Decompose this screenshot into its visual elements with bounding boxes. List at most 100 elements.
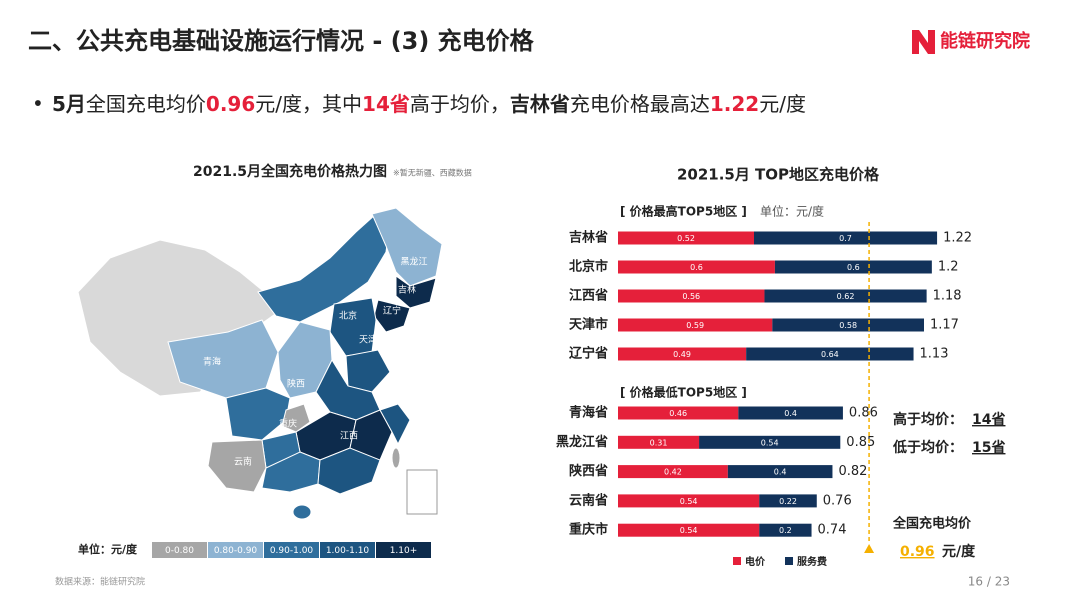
bar-segment bbox=[618, 465, 728, 479]
bar-segment bbox=[618, 318, 773, 332]
category-label: 黑龙江省 bbox=[556, 434, 608, 450]
summary-segment: 全国充电均价 bbox=[86, 92, 206, 116]
bar-segment bbox=[618, 347, 747, 361]
segment-label: 0.4 bbox=[774, 468, 787, 477]
map-legend: 0-0.80 0.80-0.90 0.90-1.00 1.00-1.10 1.10+ bbox=[152, 542, 431, 558]
segment-label: 0.42 bbox=[664, 468, 682, 477]
bar-segment bbox=[618, 231, 754, 245]
legend-swatch bbox=[320, 542, 375, 558]
segment-label: 0.59 bbox=[686, 321, 704, 330]
bar-segment bbox=[759, 494, 817, 508]
segment-label: 0.52 bbox=[677, 234, 695, 243]
summary-segment: 充电价格最高达 bbox=[570, 92, 710, 116]
summary-segment: 0.96 bbox=[206, 92, 255, 116]
total-label: 0.86 bbox=[849, 406, 878, 421]
map-legend-unit: 单位：元/度 bbox=[78, 542, 138, 556]
bar-chart: 吉林省 0.52 0.7 1.22 北京市 0.6 0.6 1.2 江西省 0.56 0.62 1.1… bbox=[556, 222, 972, 568]
summary-segment: 1.22 bbox=[710, 92, 759, 116]
summary-segment: 元/度 bbox=[759, 92, 806, 116]
segment-label: 0.49 bbox=[673, 350, 691, 359]
province-label: 云南 bbox=[234, 456, 252, 468]
summary-segment: 14省 bbox=[362, 92, 410, 116]
average-unit: 元/度 bbox=[942, 543, 976, 560]
province-label: 辽宁 bbox=[383, 305, 401, 317]
bar-segment bbox=[618, 435, 700, 449]
category-label: 吉林省 bbox=[569, 230, 608, 246]
segment-label: 0.54 bbox=[680, 526, 698, 535]
segment-label: 0.54 bbox=[680, 497, 698, 506]
summary-segment: 高于均价， bbox=[410, 92, 510, 116]
segment-label: 0.54 bbox=[761, 438, 779, 447]
bar-segment bbox=[618, 260, 775, 274]
total-label: 1.2 bbox=[938, 260, 959, 275]
average-value: 0.96 bbox=[900, 544, 935, 560]
chart-title: 2021.5月 TOP地区充电价格 bbox=[677, 166, 880, 184]
logo-icon bbox=[912, 30, 935, 54]
legend-swatch bbox=[208, 542, 263, 558]
bar-segment bbox=[618, 406, 739, 420]
segment-label: 0.56 bbox=[682, 292, 700, 301]
average-label: 全国充电均价 bbox=[892, 516, 972, 532]
legend-label: 服务费 bbox=[797, 555, 827, 568]
bar-segment bbox=[774, 260, 932, 274]
map-title: 2021.5月全国充电价格热力图 bbox=[193, 163, 387, 180]
legend-swatch bbox=[264, 542, 319, 558]
segment-label: 0.64 bbox=[821, 350, 839, 359]
unit-label: 单位：元/度 bbox=[760, 204, 824, 219]
province-label: 重庆 bbox=[279, 418, 297, 430]
bar-segment bbox=[618, 494, 760, 508]
legend-label: 0-0.80 bbox=[165, 546, 194, 556]
category-label: 天津市 bbox=[569, 317, 608, 333]
category-label: 陕西省 bbox=[569, 463, 608, 479]
segment-label: 0.31 bbox=[650, 438, 668, 447]
category-label: 青海省 bbox=[569, 405, 608, 421]
total-label: 1.17 bbox=[930, 318, 959, 333]
map-note: ※暂无新疆、西藏数据 bbox=[393, 168, 472, 178]
legend-label: 电价 bbox=[745, 555, 766, 568]
category-label: 江西省 bbox=[569, 288, 608, 304]
bar-segment bbox=[738, 406, 843, 420]
legend-swatch bbox=[152, 542, 207, 558]
legend-label: 1.00-1.10 bbox=[326, 546, 370, 556]
page-number: 16 / 23 bbox=[968, 575, 1010, 589]
province-label: 江西 bbox=[340, 431, 358, 442]
total-label: 0.82 bbox=[838, 464, 867, 479]
legend-label: 0.90-1.00 bbox=[270, 546, 314, 556]
annotation-label: 低于均价： bbox=[892, 439, 963, 456]
segment-label: 0.62 bbox=[837, 292, 855, 301]
summary-line: 5月全国充电均价0.96元/度，其中14省高于均价，吉林省充电价格最高达1.22… bbox=[52, 92, 806, 116]
summary-segment: 吉林省 bbox=[510, 92, 570, 116]
legend-swatch bbox=[733, 557, 741, 565]
segment-label: 0.4 bbox=[784, 409, 797, 418]
segment-label: 0.46 bbox=[669, 409, 687, 418]
average-marker bbox=[864, 544, 875, 553]
bar-segment bbox=[699, 435, 841, 449]
legend-label: 1.10+ bbox=[390, 546, 418, 556]
bar-segment bbox=[727, 465, 833, 479]
group-label: [ 价格最高TOP5地区 ] bbox=[620, 204, 747, 219]
province-label: 陕西 bbox=[287, 378, 305, 390]
bar-segment bbox=[759, 523, 812, 537]
province-label: 吉林 bbox=[398, 284, 416, 296]
bullet: • bbox=[32, 92, 44, 116]
province-label: 黑龙江 bbox=[400, 256, 427, 268]
category-label: 云南省 bbox=[569, 492, 608, 508]
bar-segment bbox=[754, 231, 938, 245]
category-label: 北京市 bbox=[569, 259, 608, 275]
legend-swatch bbox=[785, 557, 793, 565]
bar-segment bbox=[618, 523, 760, 537]
province-label: 北京 bbox=[339, 310, 357, 322]
category-label: 重庆市 bbox=[569, 522, 608, 538]
annotation-value: 15省 bbox=[972, 439, 1005, 456]
source: 数据来源：能链研究院 bbox=[55, 576, 145, 588]
total-label: 0.76 bbox=[823, 493, 852, 508]
total-label: 1.13 bbox=[920, 347, 949, 362]
segment-label: 0.22 bbox=[779, 497, 797, 506]
legend-swatch bbox=[376, 542, 431, 558]
province-label: 天津 bbox=[359, 335, 377, 346]
summary-segment: 5月 bbox=[52, 92, 86, 116]
total-label: 1.22 bbox=[943, 231, 972, 246]
